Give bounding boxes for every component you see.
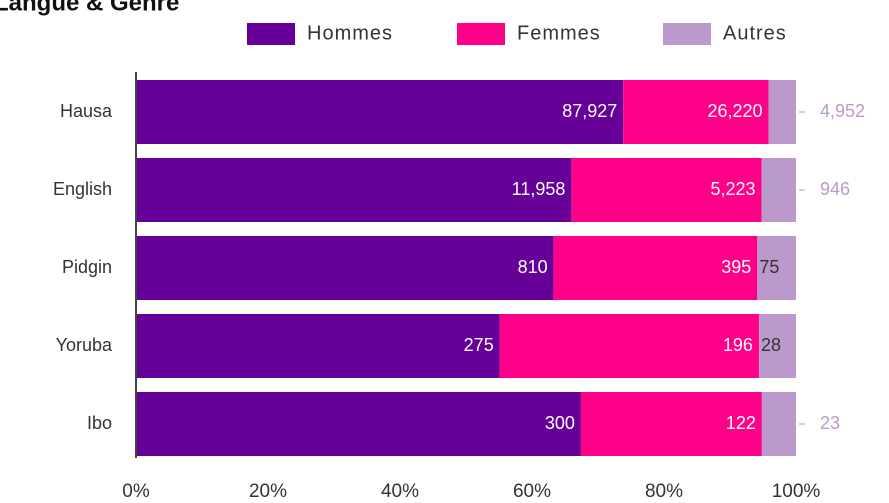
bar-segment bbox=[761, 392, 796, 456]
value-label: 87,927 bbox=[562, 101, 617, 121]
x-tick-label: 80% bbox=[645, 481, 683, 502]
value-label: 23 bbox=[820, 413, 840, 433]
bar-segment bbox=[757, 236, 796, 300]
legend-label: Femmes bbox=[517, 22, 601, 44]
value-label: 5,223 bbox=[711, 179, 756, 199]
legend-swatch bbox=[247, 23, 295, 45]
value-label: 275 bbox=[464, 335, 494, 355]
value-label: 26,220 bbox=[707, 101, 762, 121]
legend-label: Autres bbox=[723, 22, 787, 44]
bar-segment bbox=[758, 314, 796, 378]
bar-segment bbox=[136, 314, 500, 378]
x-tick-label: 40% bbox=[381, 481, 419, 502]
y-tick-label: Ibo bbox=[87, 413, 112, 433]
value-label: 946 bbox=[820, 179, 850, 199]
x-tick-label: 60% bbox=[513, 481, 551, 502]
bar-segment bbox=[136, 158, 572, 222]
value-label: 28 bbox=[761, 335, 781, 355]
bar-segment bbox=[571, 158, 762, 222]
y-tick-label: English bbox=[53, 179, 112, 199]
value-label: 810 bbox=[518, 257, 548, 277]
y-tick-label: Hausa bbox=[60, 101, 113, 121]
bar-segment bbox=[136, 80, 624, 144]
value-label: 4,952 bbox=[820, 101, 865, 121]
value-label: 395 bbox=[721, 257, 751, 277]
x-tick-label: 0% bbox=[122, 481, 150, 502]
y-tick-label: Pidgin bbox=[62, 257, 112, 277]
value-label: 122 bbox=[726, 413, 756, 433]
legend-swatch bbox=[663, 23, 711, 45]
value-label: 11,958 bbox=[512, 179, 566, 199]
value-label: 196 bbox=[723, 335, 753, 355]
value-label: 75 bbox=[759, 257, 779, 277]
x-tick-label: 100% bbox=[772, 481, 821, 502]
value-label: 300 bbox=[545, 413, 575, 433]
bar-segment bbox=[761, 158, 796, 222]
bar-segment bbox=[580, 392, 762, 456]
bar-segment bbox=[623, 80, 769, 144]
bar-segment bbox=[553, 236, 758, 300]
bar-segment bbox=[136, 392, 581, 456]
bar-segment bbox=[136, 236, 554, 300]
bar-segment bbox=[768, 80, 796, 144]
y-tick-label: Yoruba bbox=[56, 335, 113, 355]
x-tick-label: 20% bbox=[249, 481, 287, 502]
chart-title: Langue & Genre bbox=[0, 0, 179, 16]
legend-swatch bbox=[457, 23, 505, 45]
bar-segment bbox=[499, 314, 759, 378]
legend-label: Hommes bbox=[307, 22, 393, 44]
